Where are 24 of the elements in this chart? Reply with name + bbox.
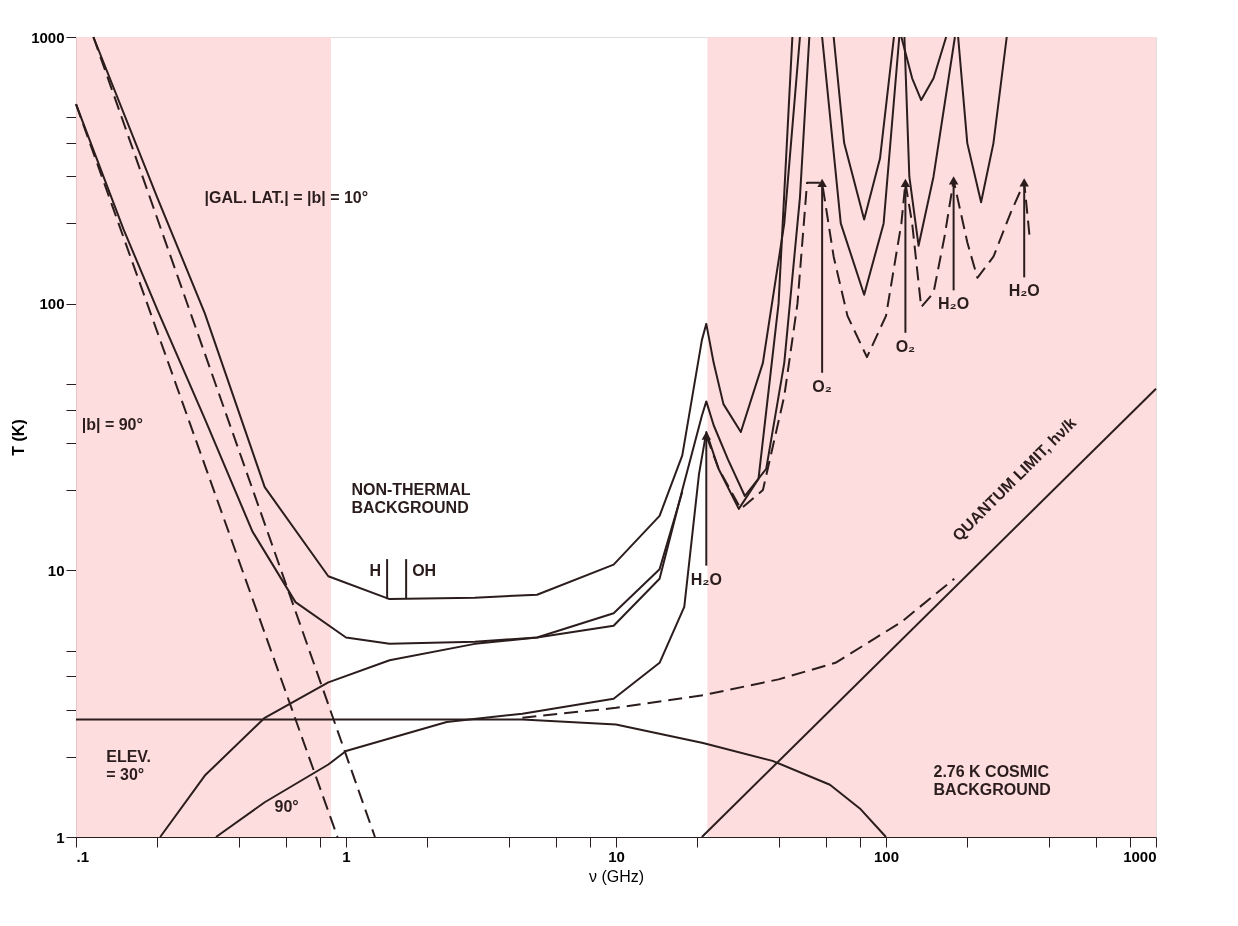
- y-tick-label: 1000: [31, 28, 65, 46]
- annotation: 2.76 K COSMIC BACKGROUND: [933, 763, 1051, 799]
- annotation: H: [369, 562, 382, 580]
- x-tick-label: 1000: [1123, 847, 1157, 865]
- x-tick-label: 10: [608, 847, 625, 865]
- annotation: OH: [412, 562, 437, 580]
- annotation: O₂: [895, 337, 916, 355]
- annotation: 90°: [274, 797, 299, 815]
- x-tick-label: 1: [342, 847, 351, 865]
- annotation: H₂O: [690, 570, 722, 588]
- y-tick-label: 10: [47, 561, 65, 579]
- annotation: NON-THERMAL BACKGROUND: [351, 480, 471, 516]
- y-tick-label: 100: [39, 295, 65, 313]
- annotation: |GAL. LAT.| = |b| = 10°: [204, 188, 369, 206]
- annotation: H₂O: [938, 295, 970, 313]
- annotation: |b| = 90°: [81, 416, 143, 433]
- y-axis-title: T (K): [10, 419, 28, 456]
- annotation: O₂: [812, 377, 832, 395]
- x-tick-label: 100: [873, 847, 900, 865]
- annotation: H₂O: [1008, 282, 1040, 300]
- annotation: ELEV. = 30°: [106, 748, 152, 783]
- x-tick-label: .1: [76, 847, 90, 865]
- x-axis-title: ν (GHz): [588, 867, 645, 885]
- y-tick-label: 1: [56, 828, 65, 846]
